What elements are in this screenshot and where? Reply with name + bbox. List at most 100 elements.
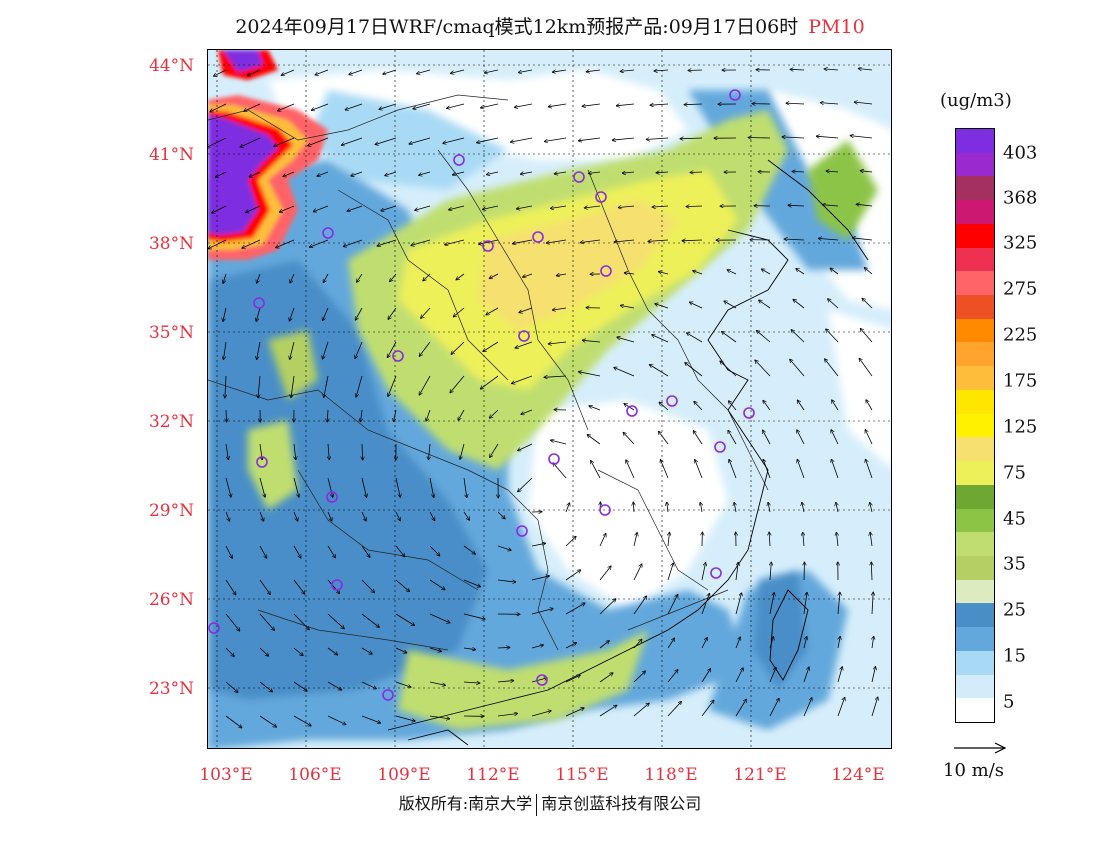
wind-arrow <box>803 667 809 683</box>
legend-swatch <box>956 698 994 723</box>
wind-arrow <box>759 300 771 309</box>
wind-arrow <box>379 103 397 109</box>
wind-arrow <box>735 699 747 717</box>
wind-arrow <box>277 103 295 111</box>
wind-arrow <box>633 532 637 547</box>
wind-arrow <box>489 273 499 279</box>
wind-arrow <box>361 545 370 558</box>
wind-arrow <box>258 375 261 398</box>
wind-arrow <box>865 430 873 445</box>
wind-arrow <box>259 545 267 558</box>
wind-arrow <box>852 238 873 241</box>
wind-arrow <box>327 579 340 594</box>
lat-label-38n: 38°N <box>148 234 194 254</box>
wind-arrow <box>826 329 839 343</box>
wind-arrow <box>394 409 397 422</box>
wind-arrow <box>769 698 779 717</box>
wind-arrow <box>212 205 227 213</box>
wind-arrow <box>345 103 363 110</box>
wind-arrow <box>658 272 669 274</box>
wind-arrow <box>349 69 363 75</box>
wind-arrow <box>565 643 577 649</box>
wind-arrow <box>483 341 499 352</box>
legend-label: 25 <box>1003 599 1026 621</box>
wind-arrow <box>695 459 703 479</box>
wind-arrow <box>762 430 771 445</box>
forecast-map[interactable] <box>207 49 892 749</box>
wind-arrow <box>803 636 807 649</box>
wind-arrow <box>361 409 363 422</box>
reference-vector-arrow <box>954 742 1007 754</box>
wind-arrow <box>654 70 669 71</box>
wind-arrow <box>803 532 804 547</box>
wind-arrow <box>701 593 710 615</box>
wind-arrow <box>395 477 400 498</box>
wind-arrow <box>727 270 737 275</box>
wind-arrow <box>482 205 499 209</box>
wind-arrow <box>429 613 450 623</box>
wind-arrow <box>828 299 839 309</box>
wind-arrow <box>565 503 570 513</box>
wind-arrow <box>649 365 669 377</box>
wind-arrow <box>580 239 601 243</box>
wind-arrow <box>225 443 228 460</box>
wind-arrow <box>429 647 442 652</box>
wind-arrow <box>225 681 238 693</box>
wind-arrow <box>599 599 616 615</box>
lon-label-109e: 109°E <box>377 765 431 785</box>
lat-lon-gridlines <box>208 50 891 748</box>
wind-arrow <box>614 367 635 377</box>
wind-arrow <box>769 592 774 615</box>
wind-arrow <box>784 239 805 240</box>
legend-label: 35 <box>1003 553 1026 575</box>
legend-label: 125 <box>1003 416 1038 438</box>
wind-arrow <box>361 681 377 689</box>
wind-arrow <box>423 273 431 281</box>
wind-arrow <box>213 69 227 76</box>
wind-arrow <box>735 562 738 581</box>
coastline <box>387 159 869 746</box>
wind-arrow <box>626 460 635 479</box>
wind-arrow <box>445 239 465 245</box>
wind-arrow <box>850 136 873 139</box>
color-legend <box>955 128 995 723</box>
title-text: 2024年09月17日WRF/cmaq模式12km预报产品:09月17日06时 <box>235 16 799 38</box>
wind-arrow <box>860 171 873 172</box>
wind-arrow <box>383 69 397 74</box>
wind-arrow <box>450 375 465 393</box>
wind-arrow <box>259 511 264 521</box>
station-marker <box>516 525 528 537</box>
station-marker <box>331 579 343 591</box>
wind-arrow <box>511 375 533 384</box>
station-marker <box>208 622 220 634</box>
wind-arrow <box>803 698 812 717</box>
wind-arrow <box>782 137 805 138</box>
wind-arrow <box>667 594 678 615</box>
wind-arrow <box>388 375 397 397</box>
station-marker <box>666 395 678 407</box>
wind-arrow <box>870 532 872 547</box>
wind-arrow <box>477 137 499 143</box>
province-borders <box>208 94 769 651</box>
wind-arrow <box>429 715 450 719</box>
wind-arrow <box>862 298 873 309</box>
wind-arrow <box>361 477 367 498</box>
wind-arrow <box>395 681 411 687</box>
wind-arrow <box>690 172 703 173</box>
wind-arrow <box>622 172 635 173</box>
wind-arrow <box>516 205 533 209</box>
copyright-right: 南京创蓝科技有限公司 <box>541 794 702 813</box>
wind-arrow <box>519 307 533 313</box>
wind-arrow <box>791 330 805 343</box>
wind-arrow <box>616 104 635 106</box>
wind-arrow <box>652 206 669 207</box>
wind-arrow <box>544 137 567 142</box>
wind-arrow <box>755 360 771 377</box>
station-marker <box>599 504 611 516</box>
wind-arrow <box>701 562 706 581</box>
wind-arrow <box>684 104 703 105</box>
wind-arrow <box>858 69 873 71</box>
wind-arrow <box>421 307 431 318</box>
wind-arrow <box>859 358 873 377</box>
wind-arrow <box>589 406 601 411</box>
